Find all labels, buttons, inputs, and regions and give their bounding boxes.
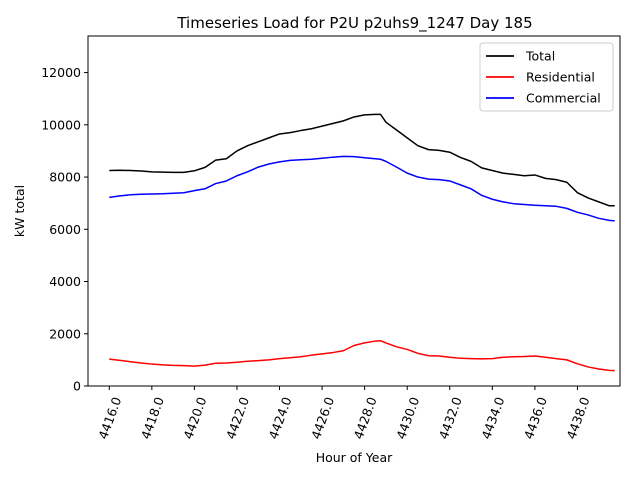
plot-frame <box>87 35 621 387</box>
x-tick-label: 4436.0 <box>521 395 550 441</box>
legend-label-residential: Residential <box>526 70 595 85</box>
y-axis: 0 2000 4000 6000 8000 10000 12000 <box>41 65 88 394</box>
legend-label-commercial: Commercial <box>526 91 601 106</box>
x-tick-label: 4426.0 <box>308 395 337 441</box>
x-axis: 4416.0 4418.0 4420.0 4422.0 4424.0 4426.0 4428… <box>95 386 592 441</box>
x-tick-label: 4418.0 <box>138 395 167 441</box>
series-group <box>109 113 615 372</box>
x-tick-label: 4420.0 <box>180 395 209 441</box>
x-tick-label: 4438.0 <box>563 395 592 441</box>
chart-title: Timeseries Load for P2U p2uhs9_1247 Day … <box>176 14 532 33</box>
series-line-total <box>109 113 615 207</box>
x-tick-label: 4434.0 <box>478 395 507 441</box>
legend-items: Total Residential Commercial <box>486 49 601 106</box>
x-axis-label: Hour of Year <box>316 450 393 465</box>
series-line-residential <box>109 340 615 372</box>
x-tick-label: 4430.0 <box>393 395 422 441</box>
y-tick-label: 12000 <box>41 65 81 80</box>
y-tick-label: 6000 <box>49 222 81 237</box>
y-axis-label: kW total <box>12 185 27 237</box>
y-tick-label: 4000 <box>49 274 81 289</box>
x-tick-label: 4424.0 <box>266 395 295 441</box>
y-tick-label: 2000 <box>49 326 81 341</box>
series-line-commercial <box>109 155 615 222</box>
y-tick-label: 8000 <box>49 170 81 185</box>
legend: Total Residential Commercial <box>479 42 614 112</box>
y-tick-label: 10000 <box>41 117 81 132</box>
x-tick-label: 4432.0 <box>436 395 465 441</box>
legend-label-total: Total <box>525 49 555 64</box>
legend-box <box>479 42 614 112</box>
x-tick-label: 4428.0 <box>351 395 380 441</box>
x-tick-label: 4416.0 <box>95 395 124 441</box>
x-tick-label: 4422.0 <box>223 395 252 441</box>
y-tick-label: 0 <box>73 379 81 394</box>
